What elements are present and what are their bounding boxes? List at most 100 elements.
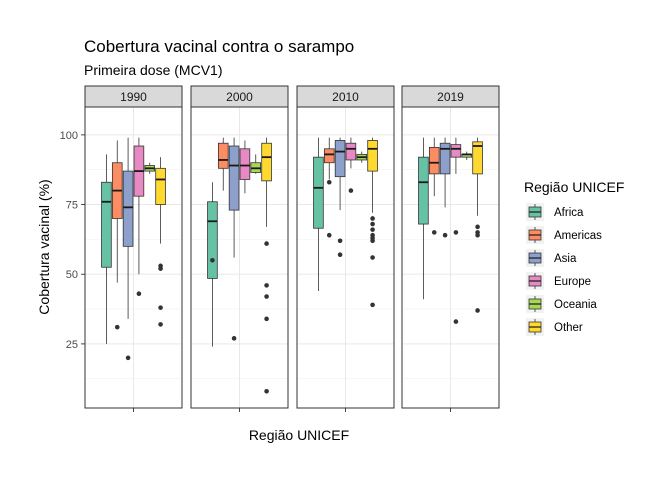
- outlier-point: [264, 388, 269, 394]
- box-body: [122, 170, 134, 247]
- box-body: [217, 142, 229, 169]
- box-europe: [133, 137, 145, 297]
- box-body: [418, 156, 429, 225]
- facet-panel-1990: 1990: [84, 85, 183, 412]
- box-body: [228, 145, 240, 211]
- box-body: [334, 140, 346, 178]
- facet-strip-label: 2000: [226, 90, 253, 104]
- y-tick-label: 100: [60, 130, 78, 142]
- outlier-point: [326, 179, 332, 185]
- box-body: [450, 144, 462, 158]
- legend-label: Other: [554, 322, 583, 334]
- outlier-point: [370, 255, 375, 260]
- box-body: [207, 201, 218, 279]
- box-africa: [101, 154, 112, 344]
- outlier-point: [370, 221, 375, 227]
- facet-strip-label: 2019: [437, 90, 464, 104]
- x-axis-title: Região UNICEF: [249, 427, 349, 443]
- y-axis: 25 50 75 100: [60, 130, 85, 351]
- box-body: [261, 142, 272, 182]
- box-europe: [450, 137, 462, 324]
- box-europe: [239, 140, 251, 194]
- legend-title: Região UNICEF: [524, 179, 624, 195]
- outlier-point: [370, 302, 375, 308]
- outlier-point: [475, 308, 480, 313]
- facet-panels: 1990 2000 2010 2019: [84, 85, 500, 412]
- legend-item-europe: Europe: [526, 272, 591, 290]
- box-oceania: [461, 151, 473, 160]
- chart-title: Cobertura vacinal contra o sarampo: [84, 37, 354, 56]
- outlier-point: [453, 319, 459, 324]
- box-americas: [428, 137, 440, 235]
- box-asia: [439, 137, 451, 238]
- chart-subtitle: Primeira dose (MCV1): [84, 62, 222, 78]
- box-africa: [207, 182, 218, 347]
- outlier-point: [337, 252, 343, 258]
- legend-label: Africa: [554, 207, 584, 219]
- legend-item-africa: Africa: [526, 203, 584, 221]
- box-oceania: [250, 154, 262, 174]
- legend-label: Oceania: [554, 299, 597, 311]
- outlier-point: [326, 232, 332, 238]
- box-body: [439, 142, 451, 175]
- box-body: [239, 148, 251, 180]
- facet-panel-2010: 2010: [296, 85, 395, 412]
- outlier-point: [348, 188, 354, 193]
- box-asia: [228, 137, 240, 341]
- outlier-point: [475, 232, 480, 238]
- outlier-point: [264, 294, 269, 299]
- outlier-point: [231, 336, 237, 341]
- box-europe: [345, 137, 357, 193]
- box-body: [345, 142, 357, 161]
- outlier-point: [337, 238, 343, 244]
- y-tick-label: 25: [66, 339, 78, 351]
- outlier-point: [264, 241, 269, 246]
- box-oceania: [356, 151, 368, 163]
- legend-item-other: Other: [526, 318, 583, 336]
- box-body: [155, 167, 166, 205]
- box-americas: [217, 137, 229, 191]
- box-body: [472, 141, 483, 175]
- outlier-point: [431, 230, 437, 235]
- box-other: [155, 157, 166, 327]
- box-other: [367, 137, 378, 308]
- outlier-point: [264, 283, 269, 288]
- legend-label: Europe: [554, 276, 591, 288]
- box-other: [261, 137, 272, 394]
- outlier-point: [125, 355, 131, 361]
- y-axis-title: Cobertura vacinal (%): [36, 179, 52, 314]
- outlier-point: [475, 224, 480, 230]
- outlier-point: [210, 257, 215, 263]
- box-americas: [111, 140, 123, 330]
- box-americas: [323, 137, 335, 238]
- y-tick-label: 50: [66, 269, 78, 281]
- facet-strip-label: 2010: [332, 90, 359, 104]
- outlier-point: [158, 305, 163, 310]
- box-africa: [418, 137, 429, 300]
- box-body: [101, 181, 112, 268]
- box-asia: [334, 137, 346, 258]
- box-body: [323, 148, 335, 164]
- legend-item-oceania: Oceania: [526, 295, 597, 313]
- box-oceania: [144, 162, 156, 174]
- legend-label: Americas: [554, 230, 602, 242]
- legend: Região UNICEF Africa Americas Asia Europe Oc…: [524, 179, 624, 336]
- outlier-point: [264, 316, 269, 322]
- outlier-point: [370, 227, 375, 232]
- facet-strip-label: 1990: [120, 90, 147, 104]
- outlier-point: [442, 232, 448, 238]
- legend-label: Asia: [554, 253, 577, 265]
- y-tick-label: 75: [66, 200, 78, 212]
- outlier-point: [453, 230, 459, 235]
- legend-item-asia: Asia: [526, 249, 577, 267]
- box-asia: [122, 137, 134, 361]
- facet-panel-2019: 2019: [401, 85, 500, 412]
- box-other: [472, 137, 483, 313]
- box-body: [313, 156, 324, 229]
- outlier-point: [136, 291, 142, 297]
- outlier-point: [158, 266, 163, 271]
- outlier-point: [114, 324, 120, 330]
- outlier-point: [370, 238, 375, 244]
- box-africa: [313, 137, 324, 291]
